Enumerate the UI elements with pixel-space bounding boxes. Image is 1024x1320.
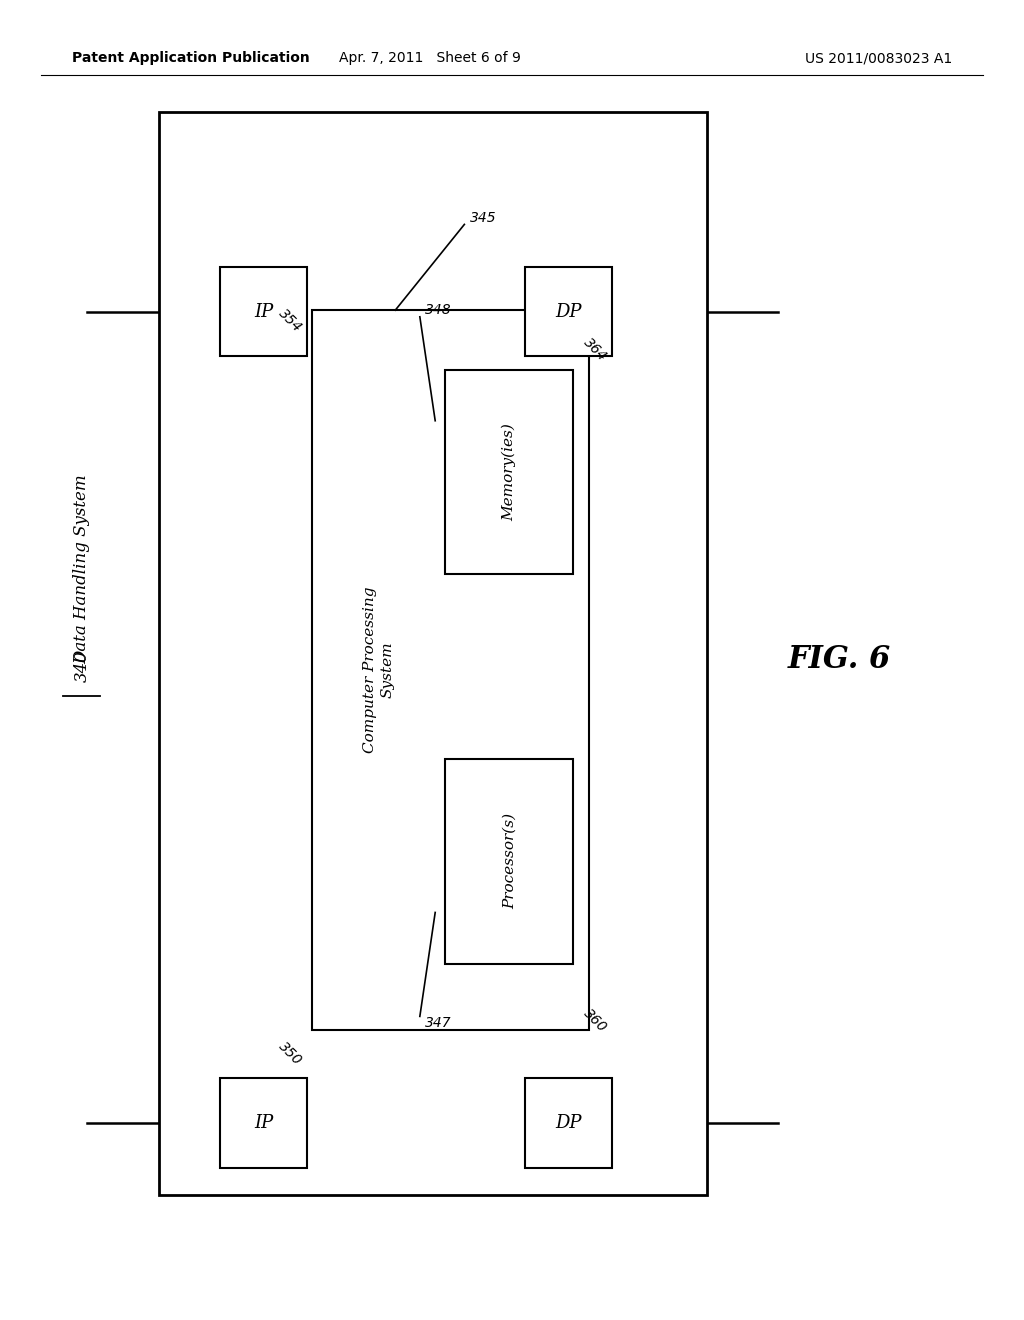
Text: US 2011/0083023 A1: US 2011/0083023 A1: [805, 51, 952, 65]
Bar: [159, 112, 707, 1195]
Bar: [525, 1078, 612, 1168]
Text: FIG. 6: FIG. 6: [788, 644, 891, 676]
Text: 347: 347: [425, 1016, 452, 1030]
Text: 340: 340: [74, 649, 90, 681]
Text: Memory(ies): Memory(ies): [502, 422, 517, 521]
Text: IP: IP: [254, 1114, 273, 1133]
Text: Apr. 7, 2011   Sheet 6 of 9: Apr. 7, 2011 Sheet 6 of 9: [339, 51, 521, 65]
Text: 354: 354: [276, 306, 305, 334]
Text: Data Handling System: Data Handling System: [74, 470, 90, 664]
Bar: [445, 370, 573, 574]
Bar: [525, 267, 612, 356]
Bar: [312, 310, 589, 1030]
Text: DP: DP: [556, 1114, 582, 1133]
Text: 364: 364: [582, 335, 610, 364]
Text: IP: IP: [254, 302, 273, 321]
Text: Patent Application Publication: Patent Application Publication: [72, 51, 309, 65]
Text: Processor(s): Processor(s): [503, 813, 516, 909]
Text: Computer Processing
System: Computer Processing System: [364, 586, 394, 754]
Text: 360: 360: [582, 1007, 610, 1035]
Text: 345: 345: [469, 211, 497, 224]
Text: 350: 350: [276, 1040, 305, 1068]
Text: 348: 348: [425, 304, 452, 317]
Bar: [220, 267, 307, 356]
Text: DP: DP: [556, 302, 582, 321]
Bar: [220, 1078, 307, 1168]
Bar: [445, 759, 573, 964]
